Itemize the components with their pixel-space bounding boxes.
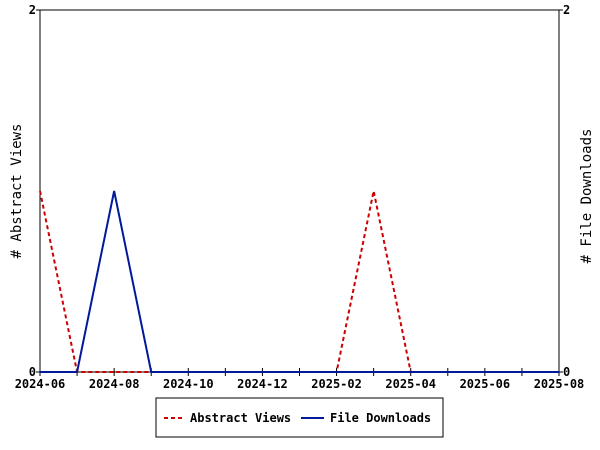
x-axis: 2024-06 2024-08 2024-10 2024-12 2025-02 2025-… [15,368,585,391]
x-tick-label: 2025-04 [385,377,436,391]
legend: Abstract Views File Downloads [155,397,444,438]
x-tick-label: 2024-06 [15,377,66,391]
x-tick-label: 2024-10 [163,377,214,391]
y-left-tick-label: 0 [29,365,36,379]
y-right-tick-label: 2 [563,3,570,17]
legend-box [155,397,444,438]
series-line-file-downloads [40,190,559,373]
x-tick-label: 2025-02 [311,377,362,391]
left-axis-title: # Abstract Views [9,124,25,259]
y-axis: 0 2 0 2 [29,3,570,379]
y-left-tick-label: 2 [29,3,36,17]
legend-label-file-downloads: File Downloads [330,411,431,425]
right-axis-title: # File Downloads [579,129,595,264]
x-tick-label: 2025-08 [534,377,585,391]
series-group [39,190,559,373]
x-tick-label: 2024-12 [237,377,288,391]
plot-area [39,9,560,373]
legend-label-abstract-views: Abstract Views [190,411,291,425]
y-right-tick-label: 0 [563,365,570,379]
x-tick-label: 2024-08 [89,377,140,391]
x-tick-label: 2025-06 [460,377,511,391]
